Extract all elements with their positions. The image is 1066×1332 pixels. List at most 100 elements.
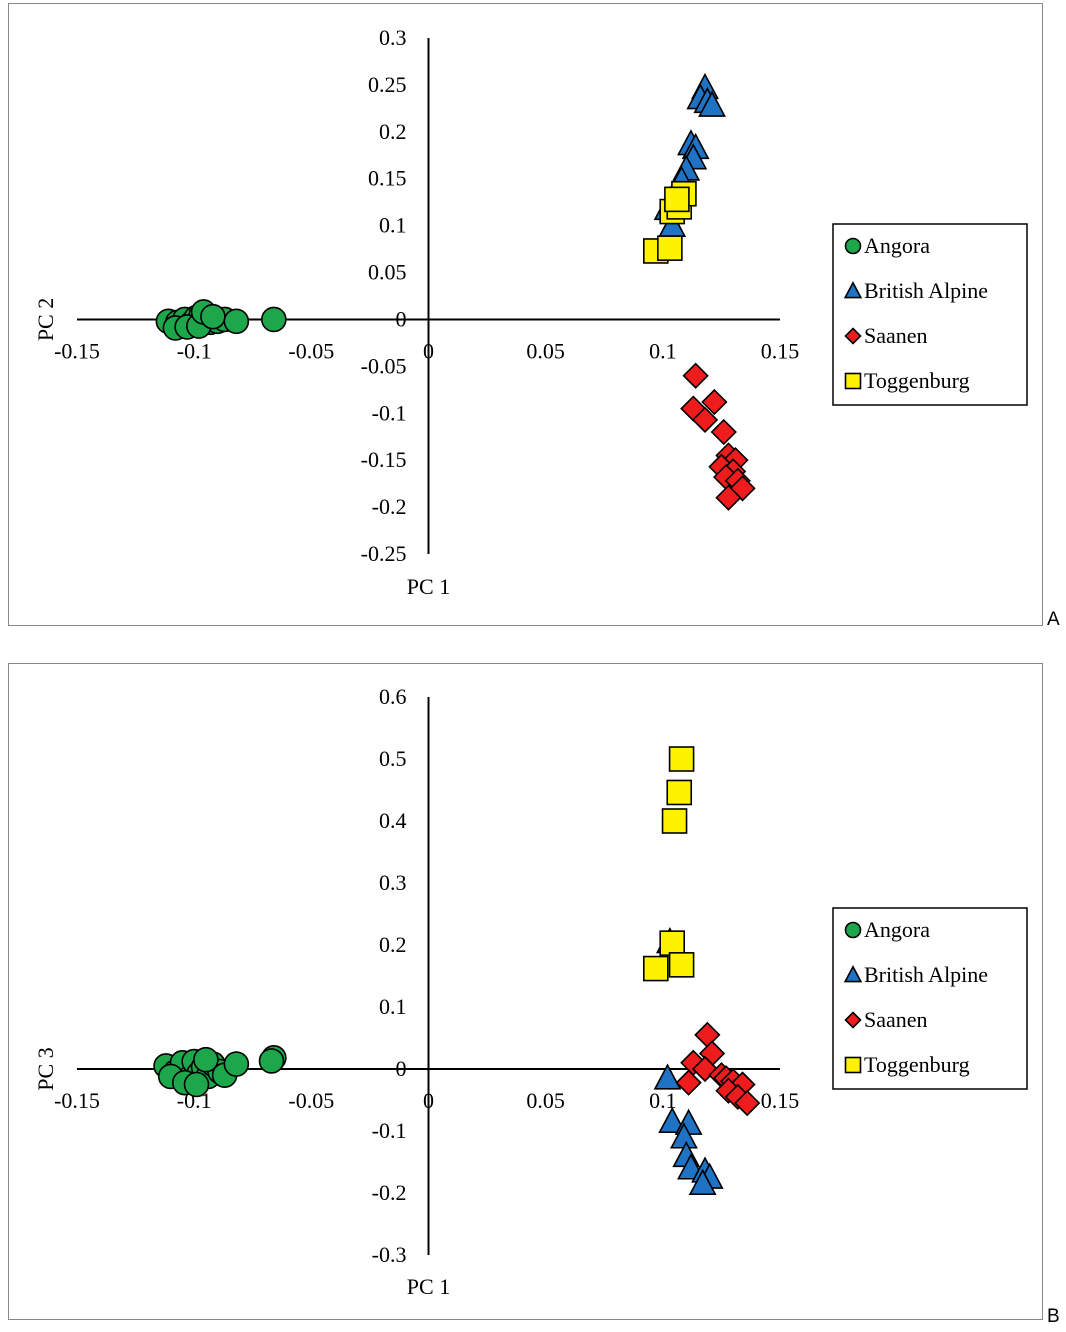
y-tick-label: -0.3 bbox=[372, 1242, 407, 1267]
legend-label-saanen: Saanen bbox=[864, 323, 928, 348]
y-tick-label: 0.3 bbox=[379, 25, 407, 50]
series-saanen bbox=[680, 362, 756, 511]
point-angora bbox=[223, 308, 250, 335]
y-tick-label: -0.05 bbox=[361, 353, 407, 378]
british-alpine-legend-icon bbox=[843, 965, 863, 983]
toggenburg-legend-icon bbox=[844, 372, 862, 390]
axes: 0.60.50.40.30.20.10-0.1-0.2-0.3-0.15 -0.1… bbox=[54, 684, 799, 1267]
point-saanen bbox=[694, 1021, 721, 1049]
y-tick-label: -0.1 bbox=[372, 1118, 407, 1143]
x-tick-label: -0.15 bbox=[54, 338, 100, 363]
panel-label-a: A bbox=[1047, 609, 1060, 630]
angora-legend-icon bbox=[844, 237, 862, 255]
x-tick-label: 0 bbox=[423, 338, 434, 363]
y-tick-label: 0.15 bbox=[368, 166, 407, 191]
toggenburg-legend-icon bbox=[844, 1056, 862, 1074]
series-toggenburg bbox=[643, 746, 695, 982]
y-tick-label: 0.05 bbox=[368, 260, 407, 285]
legend-box bbox=[832, 907, 1028, 1090]
point-angora bbox=[193, 1046, 219, 1073]
y-axis-label: PC 3 bbox=[33, 1047, 58, 1090]
data-points bbox=[155, 72, 756, 511]
axes: 0.3 0.25 0.2 0.15 0.1 0.05 0 -0.05 -0.1 -0.15 -0.2… bbox=[54, 25, 799, 566]
x-tick-label: -0.05 bbox=[288, 338, 334, 363]
x-tick-label: -0.1 bbox=[177, 338, 212, 363]
legend-label-british-alpine: British Alpine bbox=[864, 962, 988, 987]
y-tick-label: 0.3 bbox=[379, 870, 407, 895]
point-british-alpine bbox=[688, 1168, 717, 1196]
british-alpine-legend-icon bbox=[843, 281, 863, 299]
point-toggenburg bbox=[643, 955, 669, 982]
x-tick-label: 0.05 bbox=[526, 1088, 565, 1113]
x-tick-label: 0.1 bbox=[649, 338, 677, 363]
point-angora bbox=[200, 303, 226, 330]
point-saanen bbox=[710, 418, 737, 446]
point-toggenburg bbox=[661, 808, 688, 834]
y-tick-label: 0 bbox=[396, 306, 407, 331]
point-toggenburg bbox=[666, 779, 693, 806]
point-angora bbox=[183, 1071, 210, 1098]
point-british-alpine bbox=[658, 1106, 687, 1134]
saanen-legend-icon bbox=[844, 327, 862, 345]
x-tick-label: -0.15 bbox=[54, 1088, 100, 1113]
point-toggenburg bbox=[668, 746, 695, 772]
x-tick-label: -0.05 bbox=[288, 1088, 334, 1113]
x-tick-label: 0.05 bbox=[526, 338, 565, 363]
saanen-legend-icon bbox=[844, 1011, 862, 1029]
y-tick-label: 0.4 bbox=[379, 808, 407, 833]
point-saanen bbox=[682, 362, 709, 389]
point-toggenburg bbox=[664, 186, 690, 213]
chart-panel-b: 0.6 0.5 0.4 0.3 0.2 0.1 0 -0.1 -0.2 -0.3 -0.15 -0.1… bbox=[8, 663, 1043, 1320]
point-angora bbox=[261, 306, 287, 333]
y-tick-label: -0.2 bbox=[372, 494, 407, 519]
legend: Angora British Alpine Saanen Toggenburg bbox=[832, 907, 1028, 1090]
panel-label-b: B bbox=[1047, 1306, 1060, 1327]
x-tick-label: 0.15 bbox=[761, 338, 800, 363]
legend-label-toggenburg: Toggenburg bbox=[864, 368, 970, 393]
legend-label-angora: Angora bbox=[864, 917, 930, 942]
y-tick-label: -0.1 bbox=[372, 400, 407, 425]
scatter-chart-pc1-pc2: 0.3 0.25 0.2 0.15 0.1 0.05 0 -0.05 -0.1 -0.15 -0.2… bbox=[33, 25, 1028, 599]
y-tick-label: 0 bbox=[396, 1056, 407, 1081]
angora-legend-icon bbox=[844, 921, 862, 939]
point-saanen bbox=[701, 388, 728, 416]
point-saanen bbox=[715, 484, 742, 511]
point-toggenburg bbox=[659, 930, 686, 956]
point-saanen bbox=[734, 1089, 761, 1117]
series-toggenburg bbox=[643, 180, 697, 264]
chart-panel-a: 0.3 0.25 0.2 0.15 0.1 0.05 0 -0.05 -0.1 -0.15 -0.2… bbox=[8, 3, 1043, 626]
legend-label-angora: Angora bbox=[864, 233, 930, 258]
y-tick-label: -0.2 bbox=[372, 1180, 407, 1205]
series-angora bbox=[153, 1045, 287, 1098]
y-tick-label: 0.25 bbox=[368, 72, 407, 97]
y-tick-label: -0.15 bbox=[361, 447, 407, 472]
y-tick-label: 0.2 bbox=[379, 932, 407, 957]
point-saanen bbox=[691, 406, 719, 433]
legend-label-toggenburg: Toggenburg bbox=[864, 1052, 970, 1077]
point-toggenburg bbox=[657, 235, 683, 261]
legend-label-british-alpine: British Alpine bbox=[864, 278, 988, 303]
y-tick-label: 0.2 bbox=[379, 119, 407, 144]
y-tick-label: -0.25 bbox=[361, 541, 407, 566]
point-british-alpine bbox=[698, 90, 726, 117]
series-angora bbox=[155, 299, 287, 341]
series-saanen bbox=[675, 1021, 761, 1117]
legend: Angora British Alpine Saanen Toggenburg bbox=[832, 223, 1028, 406]
y-axis-label: PC 2 bbox=[33, 298, 58, 341]
scatter-chart-pc1-pc3: 0.60.50.40.30.20.10-0.1-0.2-0.3-0.15 -0.1… bbox=[33, 684, 1028, 1299]
legend-box bbox=[832, 223, 1028, 406]
x-tick-label: 0 bbox=[423, 1088, 434, 1113]
point-british-alpine bbox=[653, 1063, 682, 1090]
data-points bbox=[153, 746, 761, 1196]
x-axis-label: PC 1 bbox=[407, 574, 450, 599]
y-tick-label: 0.6 bbox=[379, 684, 407, 709]
x-tick-label: 0.15 bbox=[761, 1088, 800, 1113]
point-angora bbox=[223, 1051, 250, 1077]
y-tick-label: 0.5 bbox=[379, 746, 407, 771]
point-saanen bbox=[675, 1069, 702, 1096]
y-tick-label: 0.1 bbox=[379, 994, 407, 1019]
legend-label-saanen: Saanen bbox=[864, 1007, 928, 1032]
point-angora bbox=[258, 1048, 285, 1074]
y-tick-label: 0.1 bbox=[379, 213, 407, 238]
x-axis-label: PC 1 bbox=[407, 1274, 450, 1299]
